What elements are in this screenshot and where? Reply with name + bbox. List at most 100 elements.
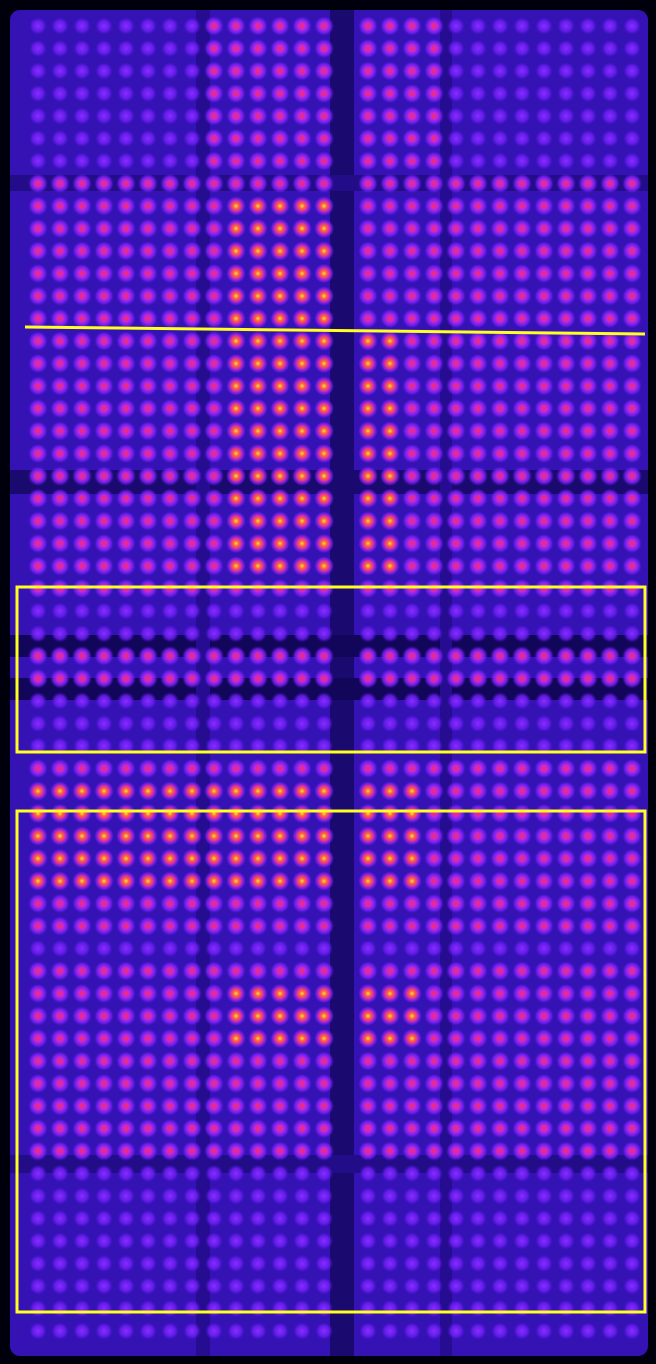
spot [403,1210,421,1228]
spot [292,984,312,1004]
spot [381,1210,399,1228]
spot [490,984,510,1004]
spot [50,421,70,441]
spot [248,286,268,306]
spot [380,219,400,239]
spot [600,354,620,374]
spot [381,692,399,710]
spot [138,331,158,351]
spot [50,1096,70,1116]
spot [204,759,224,779]
spot [226,16,246,36]
spot [271,715,289,733]
spot [578,804,598,824]
spot [248,1141,268,1161]
spot [116,444,136,464]
spot [51,1255,69,1273]
spot [358,399,378,419]
spot [402,1051,422,1071]
spot [73,17,91,35]
spot [490,421,510,441]
spot [623,625,641,643]
spot [622,511,642,531]
spot [534,1141,554,1161]
spot [600,1051,620,1071]
spot [579,17,597,35]
spot [204,534,224,554]
spot [468,894,488,914]
spot [226,61,246,81]
spot [469,1187,487,1205]
spot [29,107,47,125]
spot [270,84,290,104]
spot [270,399,290,419]
spot [623,17,641,35]
spot [556,1074,576,1094]
spot [50,894,70,914]
spot [315,1255,333,1273]
spot [425,1322,443,1340]
spot [512,421,532,441]
spot [314,804,334,824]
spot [160,984,180,1004]
spot [534,489,554,509]
spot [72,916,92,936]
spot [468,354,488,374]
spot [94,556,114,576]
spot [248,961,268,981]
spot [116,894,136,914]
spot [28,916,48,936]
spot [293,1165,311,1183]
spot [292,871,312,891]
spot [270,219,290,239]
spot [512,849,532,869]
spot [314,1006,334,1026]
spot [205,602,223,620]
spot [227,715,245,733]
spot [424,669,444,689]
spot [622,1074,642,1094]
spot [72,759,92,779]
spot [95,625,113,643]
spot [160,241,180,261]
spot [315,715,333,733]
spot [556,1141,576,1161]
spot [248,1051,268,1071]
spot [535,625,553,643]
spot [160,826,180,846]
spot [204,331,224,351]
spot [205,1210,223,1228]
spot [270,511,290,531]
spot [29,1277,47,1295]
spot [491,40,509,58]
spot [138,1141,158,1161]
spot [380,1074,400,1094]
spot [358,84,378,104]
spot [204,1051,224,1071]
spot [491,625,509,643]
spot [271,1322,289,1340]
spot [270,39,290,59]
spot [359,1300,377,1318]
spot [182,669,202,689]
spot [161,17,179,35]
spot [622,1029,642,1049]
spot [468,556,488,576]
spot [116,1074,136,1094]
spot [138,219,158,239]
spot [138,421,158,441]
spot [424,16,444,36]
spot [358,354,378,374]
spot [578,511,598,531]
spot [381,602,399,620]
spot [600,534,620,554]
spot [183,1232,201,1250]
spot [95,715,113,733]
spot [358,1141,378,1161]
spot [490,466,510,486]
spot [204,399,224,419]
spot [601,17,619,35]
spot [446,669,466,689]
spot [94,264,114,284]
spot [183,1255,201,1273]
